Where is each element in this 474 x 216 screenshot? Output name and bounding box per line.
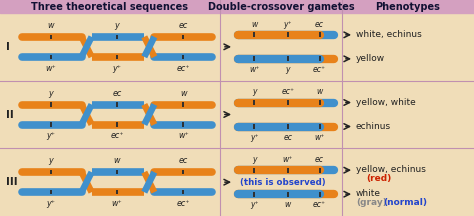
Text: w⁺: w⁺ <box>178 132 189 140</box>
Text: ec: ec <box>179 21 188 30</box>
Text: w: w <box>114 156 120 165</box>
Text: w: w <box>251 20 257 29</box>
Text: w: w <box>180 89 187 97</box>
Text: white: white <box>356 189 381 198</box>
Text: ec: ec <box>283 132 292 141</box>
Text: I: I <box>6 42 10 52</box>
Text: ec⁺: ec⁺ <box>313 200 326 209</box>
Text: y: y <box>252 155 256 164</box>
Text: Double-crossover gametes: Double-crossover gametes <box>208 2 354 11</box>
Text: ec⁺: ec⁺ <box>177 199 190 208</box>
Text: ec: ec <box>112 89 122 97</box>
Bar <box>0 0 474 13</box>
Text: (this is observed): (this is observed) <box>240 178 326 187</box>
Text: y: y <box>48 89 53 97</box>
Text: ec: ec <box>315 20 324 29</box>
Text: w: w <box>285 200 291 209</box>
Text: yellow: yellow <box>356 54 385 63</box>
Text: y⁺: y⁺ <box>283 20 292 29</box>
Text: y⁺: y⁺ <box>112 64 121 73</box>
Text: Three theoretical sequences: Three theoretical sequences <box>31 2 189 11</box>
Text: y: y <box>286 65 290 74</box>
Text: (red): (red) <box>366 174 391 183</box>
Text: w: w <box>317 87 323 97</box>
Text: (gray): (gray) <box>356 198 387 207</box>
Text: w: w <box>47 21 54 30</box>
Text: ec⁺: ec⁺ <box>282 87 294 97</box>
Text: II: II <box>6 110 14 119</box>
Text: III: III <box>6 177 18 187</box>
Text: echinus: echinus <box>356 122 391 131</box>
Text: y⁺: y⁺ <box>46 132 55 140</box>
Text: y: y <box>252 87 256 97</box>
Text: Phenotypes: Phenotypes <box>375 2 440 11</box>
Text: yellow, white: yellow, white <box>356 98 416 107</box>
Text: yellow, echinus: yellow, echinus <box>356 165 426 174</box>
Text: y⁺: y⁺ <box>250 200 259 209</box>
Text: y: y <box>48 156 53 165</box>
Text: y⁺: y⁺ <box>46 199 55 208</box>
Text: ec⁺: ec⁺ <box>177 64 190 73</box>
Text: w⁺: w⁺ <box>249 65 259 74</box>
Text: y⁺: y⁺ <box>250 132 259 141</box>
Text: ec⁺: ec⁺ <box>110 132 124 140</box>
Text: y: y <box>115 21 119 30</box>
Text: ec⁺: ec⁺ <box>313 65 326 74</box>
Text: w⁺: w⁺ <box>111 199 122 208</box>
Text: white, echinus: white, echinus <box>356 30 422 39</box>
Text: (normal): (normal) <box>383 198 427 207</box>
Text: w⁺: w⁺ <box>45 64 56 73</box>
Text: ec: ec <box>179 156 188 165</box>
Text: w⁺: w⁺ <box>283 155 293 164</box>
Text: ec: ec <box>315 155 324 164</box>
Text: w⁺: w⁺ <box>314 132 325 141</box>
